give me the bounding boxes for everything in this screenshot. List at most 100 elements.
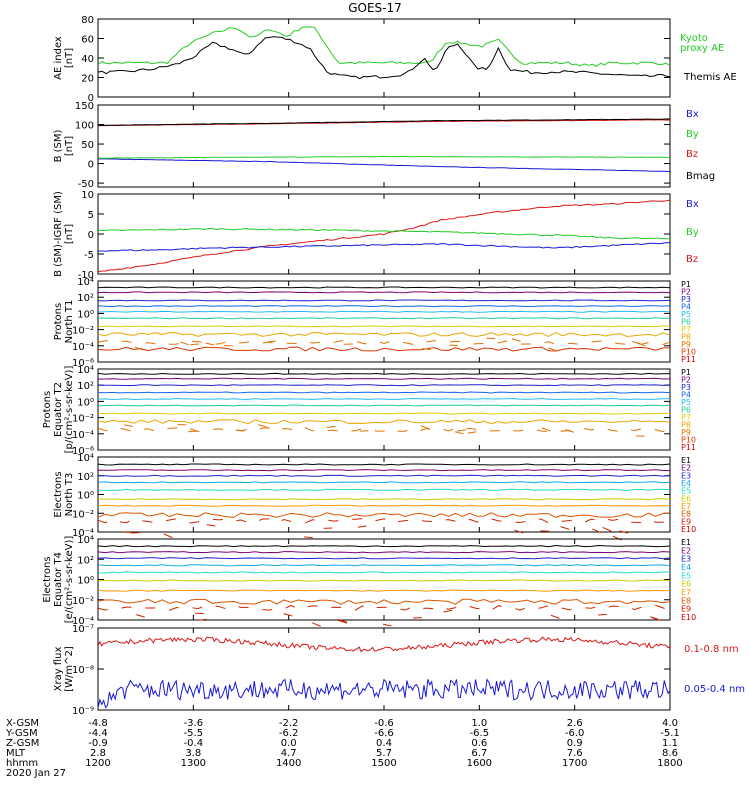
ephem-value: 1800 (657, 758, 682, 769)
y-axis-label: Equator T2 (53, 382, 64, 437)
ephem-value: -4.4 (88, 728, 108, 739)
channel-fragment (602, 527, 612, 532)
channel-line-p4 (97, 391, 671, 394)
channel-label-p8: P8 (681, 421, 691, 430)
channel-line-e9 (97, 517, 670, 524)
legend-bz: Bz (686, 254, 698, 265)
channel-line-e1 (97, 544, 671, 548)
legend-bz: Bz (686, 149, 698, 160)
channel-fragment (311, 622, 321, 627)
y-tick-label: 10⁻² (72, 414, 94, 425)
channel-line-p3 (97, 299, 671, 302)
channel-fragment (326, 425, 336, 428)
channel-fragment (467, 431, 477, 434)
channel-fragment (136, 614, 145, 618)
legend-kyoto: Kyoto (680, 33, 708, 44)
channel-line-e5 (97, 488, 671, 491)
ephem-value: -4.8 (88, 718, 108, 729)
y-tick-label: 10² (77, 472, 94, 483)
y-tick-label: 10² (77, 293, 94, 304)
channel-label-p7: P7 (681, 325, 691, 334)
y-axis-label: [nT] (64, 136, 75, 156)
y-tick-label: 10⁻⁴ (72, 528, 94, 539)
y-tick-label: 0 (88, 230, 94, 241)
channel-label-p11: P11 (681, 443, 696, 452)
channel-fragment (124, 424, 133, 428)
channel-fragment (195, 612, 204, 615)
channel-line-p4 (97, 305, 671, 308)
ephem-label-mlt: MLT (6, 748, 26, 759)
channel-label-p6: P6 (681, 318, 691, 327)
y-tick-label: 10⁻² (72, 596, 94, 607)
channel-line-e7 (97, 589, 671, 592)
panel-electrons_t3: 10⁻⁴ 10⁻² 10⁰ 10² 10⁴ Electrons North T3 E1E2E3… (53, 453, 696, 541)
ephem-value: 4.7 (281, 748, 297, 759)
channel-fragment (649, 616, 659, 620)
panel-xray: 10⁻⁹ 10⁻⁸ 10⁻⁷ Xray flux [W/m^2] 0.1-0.8 nm 0.… (53, 624, 745, 717)
channel-fragment (514, 529, 524, 534)
series-line-bx (97, 158, 671, 172)
y-axis-label: Electrons (42, 556, 53, 602)
y-axis-label: North T1 (64, 300, 75, 344)
ephem-value: -5.5 (184, 728, 204, 739)
y-tick-label: 10⁰ (77, 491, 94, 502)
channel-fragment (636, 342, 646, 347)
channel-label-p5: P5 (681, 398, 691, 407)
channel-label-e4: E4 (681, 563, 691, 572)
channel-fragment (357, 525, 367, 528)
channel-label-e6: E6 (681, 494, 691, 503)
ephem-value: 8.6 (662, 748, 678, 759)
y-axis-label: AE index (53, 36, 64, 80)
y-tick-label: -5 (84, 250, 94, 261)
channel-label-p4: P4 (681, 303, 691, 312)
channel-fragment (422, 347, 431, 351)
ephem-value: 0.6 (471, 738, 487, 749)
series-line-bx (97, 199, 671, 273)
channel-line-p1 (97, 286, 671, 289)
y-tick-label: 100 (75, 121, 94, 132)
channel-line-e8 (97, 512, 671, 518)
channel-fragment (565, 429, 574, 433)
ephem-value: 1.1 (662, 738, 678, 749)
legend-bx: Bx (686, 199, 699, 210)
channel-label-p11: P11 (681, 355, 696, 364)
channel-line-p1 (97, 372, 671, 375)
channel-fragment (197, 618, 207, 621)
y-tick-label: -50 (78, 179, 94, 190)
channel-line-e3 (97, 557, 671, 560)
channel-fragment (134, 346, 144, 351)
channel-line-e6 (98, 579, 671, 582)
series-line-xray-1 (97, 678, 671, 709)
series-line-by (97, 155, 671, 159)
y-tick-label: 10 (81, 190, 94, 201)
y-axis-label: Equator T4 (53, 552, 64, 607)
ephem-value: -5.1 (660, 728, 680, 739)
ephem-value: 0.0 (281, 738, 297, 749)
y-tick-label: 10⁻⁸ (72, 665, 94, 676)
legend-by: By (686, 129, 699, 140)
y-axis-label: [nT] (64, 48, 75, 68)
panel-b_sm: -50 0 50 100 150 B (SM) [nT] Bx By Bz Bmag (53, 101, 715, 190)
channel-label-p3: P3 (681, 295, 691, 304)
channel-line-e4 (97, 481, 671, 484)
y-axis-label: Protons (53, 303, 64, 340)
ephem-label-x-gsm: X-GSM (6, 718, 39, 729)
channel-line-e2 (97, 551, 671, 554)
channel-fragment (258, 424, 267, 428)
ephem-value: 1600 (467, 758, 492, 769)
channel-label-p9: P9 (681, 428, 691, 437)
channel-line-p2 (97, 377, 671, 380)
y-tick-label: 10⁻⁴ (72, 616, 94, 627)
ephem-value: 7.6 (567, 748, 583, 759)
ephem-value: 2.6 (567, 718, 583, 729)
channel-line-e4 (97, 564, 671, 567)
channel-label-e5: E5 (681, 571, 691, 580)
legend-proxy-ae: proxy AE (680, 43, 724, 54)
channel-label-p4: P4 (681, 391, 691, 400)
channel-label-p5: P5 (681, 310, 691, 319)
y-tick-label: 10⁰ (77, 576, 94, 587)
legend-bx: Bx (686, 109, 699, 120)
channel-line-p5 (97, 397, 671, 401)
